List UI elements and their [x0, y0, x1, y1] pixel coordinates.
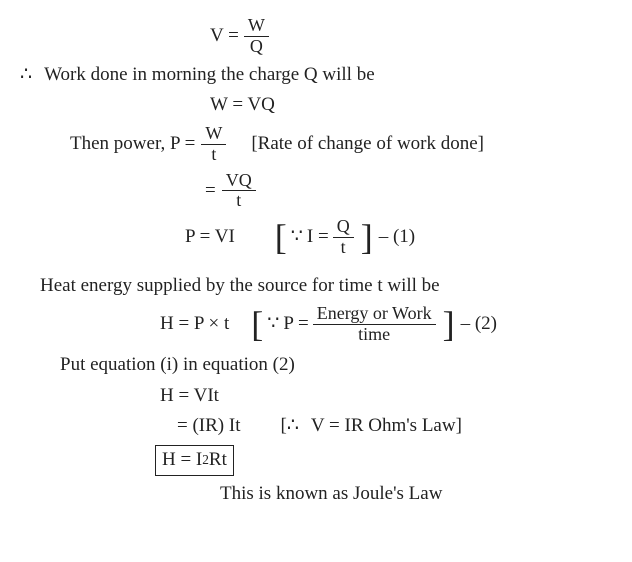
- eq4-num: VQ: [222, 171, 256, 192]
- boxed-formula: H = I2Rt: [155, 445, 234, 476]
- eq5-text: P = VI: [185, 225, 235, 250]
- eq5b-num: Q: [333, 217, 354, 238]
- eq9-post: Rt: [209, 448, 227, 473]
- eq6-text: H = P × t: [160, 312, 229, 337]
- eq4-lead: =: [205, 179, 216, 204]
- line2b: [Rate of change of work done]: [251, 132, 484, 157]
- right-bracket-icon: ]: [361, 223, 373, 252]
- eq6b-suffix: – (2): [461, 312, 497, 337]
- line2a: Then power, P =: [70, 132, 195, 157]
- eq5b-den: t: [337, 238, 350, 258]
- fraction-vqt: VQ t: [222, 171, 256, 212]
- line5-text: This is known as Joule's Law: [220, 482, 442, 507]
- eq3-num: W: [201, 124, 226, 145]
- eq3-den: t: [207, 145, 220, 165]
- bracket1-content: ∵ I = Q t: [287, 217, 361, 258]
- eq9-pre: H = I: [162, 448, 202, 473]
- text-puteq: Put equation (i) in equation (2): [20, 353, 612, 378]
- equation-h-vit: H = VIt: [20, 384, 612, 409]
- line-thenpower: Then power, P = W t [Rate of change of w…: [20, 124, 612, 165]
- fraction-qt: Q t: [333, 217, 354, 258]
- equation-vqt: = VQ t: [20, 171, 612, 212]
- equation-ir-it: = (IR) It [ ∴ V = IR Ohm's Law]: [20, 414, 612, 439]
- eq1-num: W: [244, 16, 269, 37]
- therefore2: ∴: [287, 414, 299, 439]
- eq4-den: t: [232, 191, 245, 211]
- line3-text: Heat energy supplied by the source for t…: [40, 274, 440, 299]
- bracket2-content: ∵ P = Energy or Work time: [263, 304, 442, 345]
- equation-p-vi: P = VI [ ∵ I = Q t ] – (1): [20, 217, 612, 258]
- line4-text: Put equation (i) in equation (2): [60, 353, 295, 378]
- left-bracket2-icon: [: [251, 310, 263, 339]
- equation-boxed-joule: H = I2Rt: [20, 445, 612, 476]
- text-jouleslaw: This is known as Joule's Law: [20, 482, 612, 507]
- eq1-den: Q: [246, 37, 267, 57]
- eq6b-den: time: [354, 325, 394, 345]
- because2: ∵: [267, 312, 279, 337]
- eq7-text: H = VIt: [160, 384, 219, 409]
- eq5b-suffix: – (1): [379, 225, 415, 250]
- therefore-symbol: ∴: [20, 63, 32, 88]
- line1-text: Work done in morning the charge Q will b…: [44, 63, 375, 88]
- eq8-lead: = (IR) It: [177, 414, 240, 439]
- fraction-energy-time: Energy or Work time: [313, 304, 436, 345]
- text-heatenergy: Heat energy supplied by the source for t…: [20, 274, 612, 299]
- eq8-note: V = IR Ohm's Law]: [311, 414, 462, 439]
- eq2-text: W = VQ: [210, 93, 275, 118]
- fraction-wq: W Q: [244, 16, 269, 57]
- text-workdone: ∴ Work done in morning the charge Q will…: [20, 63, 612, 88]
- eq5b-pre: I =: [307, 225, 329, 250]
- fraction-wt: W t: [201, 124, 226, 165]
- because1: ∵: [291, 225, 303, 250]
- right-bracket2-icon: ]: [443, 310, 455, 339]
- equation-h-pt: H = P × t [ ∵ P = Energy or Work time ] …: [20, 304, 612, 345]
- eq1-lhs: V =: [210, 24, 239, 49]
- eq6b-pre: P =: [283, 312, 308, 337]
- equation-v-wq: V = W Q: [20, 16, 612, 57]
- left-bracket-icon: [: [275, 223, 287, 252]
- equation-w-vq: W = VQ: [20, 93, 612, 118]
- eq6b-num: Energy or Work: [313, 304, 436, 325]
